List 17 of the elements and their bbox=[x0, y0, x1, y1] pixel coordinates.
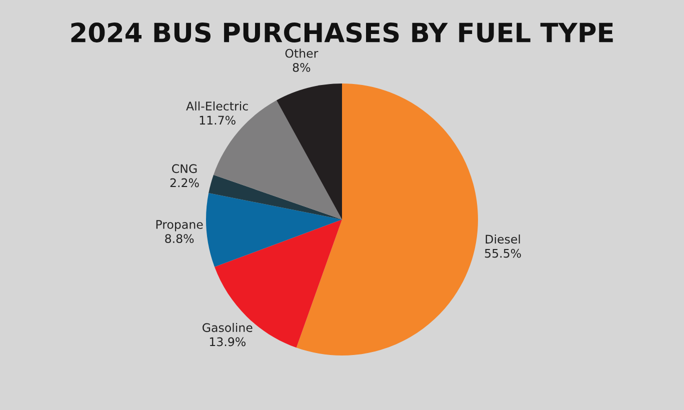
slice-label: Propane bbox=[156, 220, 203, 232]
slice-label: Gasoline bbox=[202, 322, 252, 332]
slice-label: Diesel bbox=[486, 234, 520, 244]
data-label: 2.2% bbox=[170, 178, 199, 188]
slice-label: CNG bbox=[172, 164, 197, 174]
slice-label: All-Electric bbox=[186, 101, 248, 111]
data-label: 11.7% bbox=[200, 116, 236, 125]
data-label: 8% bbox=[292, 62, 310, 72]
chart-title: 2024 BUS PURCHASES BY FUEL TYPE bbox=[71, 22, 613, 43]
data-label: 8.8% bbox=[165, 234, 194, 244]
pie-slice bbox=[296, 84, 478, 356]
data-label: 55.5% bbox=[484, 248, 521, 258]
pie-slice bbox=[208, 174, 342, 220]
slice-label: Other bbox=[285, 48, 318, 58]
data-label: 13.9% bbox=[210, 337, 246, 346]
pie-slice bbox=[206, 192, 342, 267]
pie-slice bbox=[276, 84, 342, 220]
